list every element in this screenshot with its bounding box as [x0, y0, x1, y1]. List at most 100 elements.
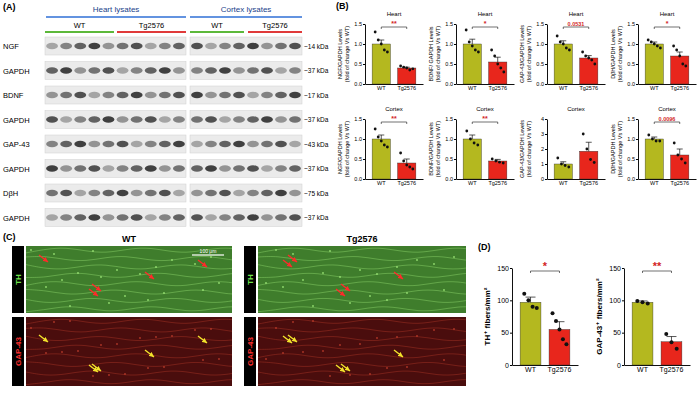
- speck: [443, 359, 445, 361]
- y-tick: 0.5: [354, 156, 365, 162]
- chart: 0.00.51.01.5WTTg2576HeartBDNF/ GAPDH Lev…: [428, 11, 515, 91]
- tick-label: 150: [609, 265, 621, 272]
- significance-label: *: [543, 260, 548, 272]
- fiber: [258, 344, 466, 349]
- blot-band: [173, 190, 185, 196]
- chart-title: Cortex: [567, 106, 585, 112]
- chart-title: Cortex: [476, 106, 494, 112]
- speck: [61, 279, 63, 281]
- blot-label: DβH: [3, 189, 18, 198]
- data-point: [377, 39, 380, 42]
- speck: [155, 266, 157, 268]
- data-point: [653, 43, 656, 46]
- fiber: [258, 319, 466, 324]
- speck: [210, 328, 212, 330]
- blot-band: [145, 190, 157, 196]
- tick-label: Tg2576: [548, 366, 572, 374]
- blot-band: [117, 43, 129, 49]
- data-point: [564, 342, 568, 346]
- x-axis: WTTg2576: [366, 85, 424, 91]
- y-axis: 0.00.51.01.5: [354, 116, 365, 182]
- speck: [282, 286, 284, 288]
- significance-bracket: [381, 122, 406, 124]
- blot-strip: [45, 209, 186, 227]
- blot-band: [205, 141, 217, 147]
- tick-mark: [622, 300, 624, 301]
- tick-mark: [363, 119, 365, 120]
- data-point: [399, 152, 402, 155]
- tick-label: 0.5: [627, 156, 635, 162]
- blot-band: [145, 43, 157, 49]
- blot-band: [60, 43, 72, 49]
- tick-mark: [454, 179, 456, 180]
- bar: [661, 342, 682, 365]
- x-tick: WT: [377, 180, 386, 186]
- blot-band: [60, 116, 72, 122]
- tick-mark: [545, 164, 547, 165]
- bar: [549, 329, 570, 365]
- data-point: [589, 158, 592, 161]
- fiber: [26, 282, 232, 286]
- plot-area: [554, 35, 598, 84]
- tick-label: 1: [541, 161, 544, 167]
- blot-strip: [190, 62, 302, 80]
- data-point: [680, 158, 683, 161]
- speck: [312, 320, 314, 322]
- axis-line: [624, 269, 625, 366]
- data-point: [477, 51, 480, 54]
- blot-band: [88, 67, 100, 73]
- speck: [100, 344, 102, 346]
- tick-mark: [636, 84, 638, 85]
- tick-mark: [363, 159, 365, 160]
- data-point: [498, 161, 501, 164]
- tick-mark: [545, 84, 547, 85]
- blot-band: [219, 67, 231, 73]
- blot-band: [60, 92, 72, 98]
- data-point: [526, 298, 530, 302]
- tick-label: 0.5: [445, 61, 453, 67]
- blot-band: [191, 92, 203, 98]
- blot-band: [191, 43, 203, 49]
- data-point: [582, 133, 585, 136]
- chart-title: Heart: [660, 11, 675, 17]
- speck: [369, 373, 371, 375]
- arrow: [198, 260, 207, 267]
- blot-band: [131, 190, 143, 196]
- stain-label-box: [244, 317, 256, 386]
- fiber: [26, 319, 232, 324]
- y-tick: 150: [609, 265, 624, 272]
- data-point: [493, 55, 496, 58]
- y-tick: 0.5: [445, 156, 456, 162]
- tick-label: Tg2576: [670, 85, 689, 91]
- tick-label: Tg2576: [670, 180, 689, 186]
- y-tick: 1.5: [445, 21, 456, 27]
- blot-band: [117, 214, 129, 220]
- data-point: [559, 41, 562, 44]
- axis-line: [638, 25, 639, 85]
- y-tick: 4: [541, 116, 547, 122]
- blot-size: ~37 kDa: [304, 165, 329, 172]
- axis-title: TH⁺ fibers/mm²: [483, 287, 492, 345]
- tick-label: WT: [377, 85, 386, 91]
- significance-bracket: [654, 122, 679, 124]
- tick-mark: [622, 268, 624, 269]
- micrograph: [26, 246, 232, 313]
- data-point: [411, 168, 414, 171]
- blot-band: [159, 190, 171, 196]
- panel-label: (C): [3, 232, 16, 242]
- micrograph: [26, 317, 232, 386]
- x-tick: Tg2576: [670, 85, 689, 91]
- blot-band: [233, 190, 245, 196]
- blot-strip: [190, 209, 302, 227]
- y-tick: 1.0: [354, 136, 365, 142]
- x-tick: WT: [650, 85, 659, 91]
- blot-band: [191, 141, 203, 147]
- speck: [77, 272, 79, 274]
- tick-label: WT: [650, 85, 659, 91]
- blot-band: [247, 43, 259, 49]
- x-tick: Tg2576: [579, 85, 598, 91]
- axis-line: [456, 120, 457, 180]
- fiber: [258, 328, 466, 333]
- tick-label: WT: [468, 180, 477, 186]
- blot-band: [131, 165, 143, 171]
